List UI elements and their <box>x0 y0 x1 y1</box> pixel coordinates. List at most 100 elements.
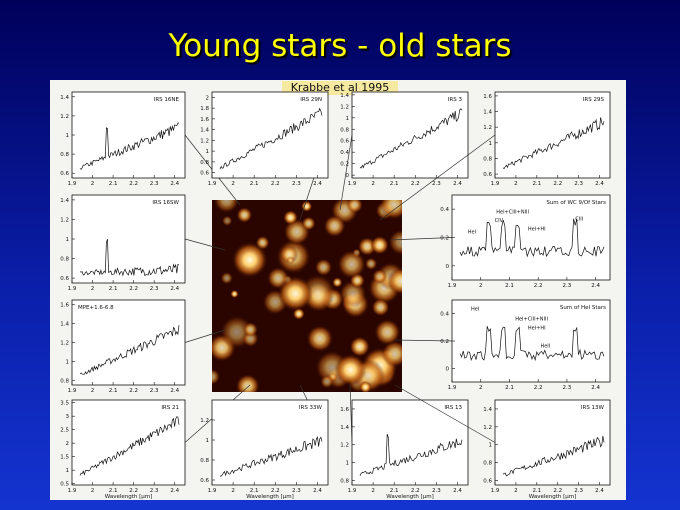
connector <box>389 237 453 241</box>
y-tick-label: 1.2 <box>200 138 209 144</box>
connector <box>394 339 453 342</box>
panel-label: IRS 29S <box>583 97 605 103</box>
star-blob <box>231 242 268 278</box>
spectrum <box>79 122 180 170</box>
central-image <box>212 200 402 392</box>
spectrum <box>220 435 323 477</box>
panel-label: IRS 21 <box>161 405 179 411</box>
star-blob <box>381 340 402 368</box>
x-axis-label: Wavelength [μm] <box>386 494 434 500</box>
star-blob <box>337 250 366 279</box>
x-tick-label: 2 <box>371 181 375 187</box>
y-tick-label: 0 <box>346 173 350 179</box>
x-tick-label: 2 <box>514 488 518 494</box>
plot-frame <box>494 91 611 179</box>
x-tick-label: 2 <box>231 488 235 494</box>
connector <box>379 134 496 221</box>
spectrum <box>459 218 605 258</box>
x-tick-label: 2.3 <box>432 488 441 494</box>
y-tick-label: 1 <box>346 461 350 467</box>
x-tick-label: 2.2 <box>271 181 280 187</box>
y-tick-label: 1.2 <box>483 425 492 431</box>
star-blob <box>364 257 378 270</box>
panel-label: IRS 3 <box>448 97 463 103</box>
y-tick-label: 0.8 <box>483 156 492 162</box>
y-tick-label: 1.4 <box>60 95 69 101</box>
y-tick-label: 0.8 <box>200 458 209 464</box>
x-tick-label: 2.1 <box>250 181 259 187</box>
x-tick-label: 2.4 <box>591 385 600 391</box>
y-tick-label: 1.6 <box>483 94 492 100</box>
slide-title: Young stars - old stars <box>168 28 512 64</box>
x-tick-label: 2.1 <box>532 181 541 187</box>
x-tick-label: 1.9 <box>68 181 77 187</box>
x-tick-label: 1.9 <box>208 488 217 494</box>
x-tick-label: 2.3 <box>432 181 441 187</box>
star-blob <box>236 207 253 223</box>
star-blob <box>320 374 334 389</box>
plot-frame <box>451 194 611 281</box>
y-tick-label: 1 <box>489 443 493 449</box>
x-tick-label: 2.1 <box>505 283 514 289</box>
x-tick-label: 1.9 <box>448 385 457 391</box>
y-tick-label: 3 <box>66 414 70 420</box>
x-tick-label: 2.4 <box>313 488 322 494</box>
x-tick-label: 2.4 <box>595 488 604 494</box>
y-tick-label: 0.8 <box>200 160 209 166</box>
y-tick-label: 1.8 <box>200 106 209 112</box>
star-blob <box>387 267 402 295</box>
y-tick-label: 1.2 <box>340 443 349 449</box>
spectrum <box>502 117 605 170</box>
x-tick-label: 1.9 <box>68 488 77 494</box>
star-blob <box>277 276 313 311</box>
star-blob <box>301 200 313 212</box>
x-tick-label: 2.4 <box>170 388 179 394</box>
plot-frame <box>351 91 469 179</box>
y-tick-label: 1.2 <box>60 114 69 120</box>
line-annotation: HeI+HI <box>528 227 546 233</box>
panel-label: IRS 29N <box>300 97 322 103</box>
y-tick-label: 1.2 <box>200 418 209 424</box>
x-tick-label: 1.9 <box>348 181 357 187</box>
y-tick-label: 1 <box>66 237 70 243</box>
line-annotation: HeII <box>540 344 550 350</box>
x-tick-label: 2.1 <box>390 488 399 494</box>
x-tick-label: 2 <box>91 181 95 187</box>
panel-label: IRS 33W <box>299 405 323 411</box>
x-tick-label: 2.1 <box>109 488 118 494</box>
spectrum <box>359 108 463 169</box>
x-tick-label: 1.9 <box>68 388 77 394</box>
line-annotation: HeI <box>471 307 479 313</box>
line-annotation: HeI+HI <box>528 326 546 332</box>
y-tick-label: 1.2 <box>483 125 492 131</box>
x-axis-label: Wavelength [μm] <box>529 494 577 500</box>
y-tick-label: 1 <box>66 468 70 474</box>
x-tick-label: 2.3 <box>150 181 159 187</box>
y-tick-label: 0.6 <box>60 171 69 177</box>
plot-frame <box>71 194 186 284</box>
y-tick-label: 0.4 <box>340 150 349 156</box>
x-tick-label: 2 <box>479 283 483 289</box>
y-tick-label: 1.5 <box>60 455 69 461</box>
line-annotation: HeI <box>468 229 476 235</box>
star-blob <box>301 216 316 231</box>
panel-label: IRS 13 <box>444 405 462 411</box>
x-tick-label: 2.1 <box>109 286 118 292</box>
y-tick-label: 0.8 <box>340 127 349 133</box>
y-tick-label: 1.4 <box>340 425 349 431</box>
y-tick-label: 0.2 <box>440 339 449 345</box>
plot-frame <box>211 399 329 486</box>
y-tick-label: 0 <box>446 264 450 270</box>
x-tick-label: 2.2 <box>129 388 138 394</box>
y-tick-label: 1.4 <box>60 322 69 328</box>
y-tick-label: 2 <box>66 441 70 447</box>
x-tick-label: 2.3 <box>574 488 583 494</box>
x-tick-label: 2.1 <box>532 488 541 494</box>
panel-label: IRS 16NE <box>154 97 180 103</box>
x-tick-label: 2.2 <box>271 488 280 494</box>
y-tick-label: 1.2 <box>340 104 349 110</box>
x-tick-label: 2.4 <box>170 286 179 292</box>
spectrum <box>359 433 463 476</box>
x-tick-label: 1.9 <box>348 488 357 494</box>
